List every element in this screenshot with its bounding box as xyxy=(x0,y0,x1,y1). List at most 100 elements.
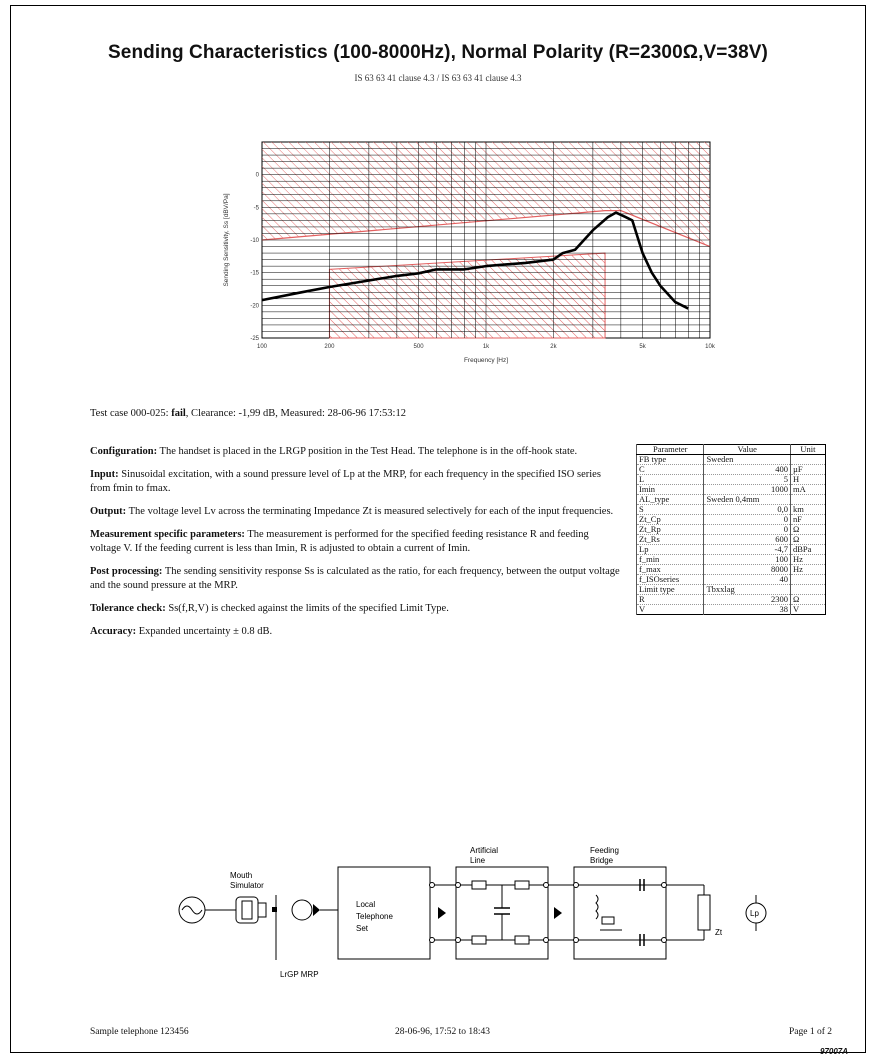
param-value: -4,7 xyxy=(703,544,791,555)
local-label-1: Local xyxy=(356,900,375,909)
param-header-unit: Unit xyxy=(789,444,826,455)
param-row: Imin 1000 mA xyxy=(635,484,826,495)
param-row: V 38 V xyxy=(635,604,826,615)
feeding-bridge-label-2: Bridge xyxy=(590,856,614,865)
param-name: S xyxy=(635,504,704,515)
param-row: R 2300 Ω xyxy=(635,594,826,605)
description-paragraph: Tolerance check: Ss(f,R,V) is checked ag… xyxy=(90,602,620,616)
param-row: FB type Sweden xyxy=(635,454,826,465)
artificial-line-label-2: Line xyxy=(470,856,486,865)
artificial-line-box xyxy=(455,866,549,960)
description-label: Input: xyxy=(90,469,119,480)
x-tick-label: 500 xyxy=(414,344,425,350)
description-text: The sending sensitivity response Ss is c… xyxy=(90,566,620,591)
x-tick-label: 1k xyxy=(483,344,490,350)
param-row: S 0,0 km xyxy=(635,504,826,515)
feeding-bridge-label-1: Feeding xyxy=(590,846,619,855)
x-tick-label: 5k xyxy=(639,344,646,350)
page-frame xyxy=(10,5,866,1053)
param-name: Zt_Rp xyxy=(635,524,704,535)
param-row: AL_type Sweden 0,4mm xyxy=(635,494,826,505)
param-value: Tbxxlag xyxy=(703,584,791,595)
param-name: R xyxy=(635,594,704,605)
local-label-2: Telephone xyxy=(356,912,393,921)
param-unit: Hz xyxy=(789,564,826,575)
param-value: 1000 xyxy=(703,484,791,495)
param-unit: nF xyxy=(789,514,826,525)
y-tick-label: -15 xyxy=(250,271,259,277)
param-row: f_ISOseries 40 xyxy=(635,574,826,585)
param-header-parameter: Parameter xyxy=(635,444,704,455)
param-value: 0 xyxy=(703,514,791,525)
param-row: Lp -4,7 dBPa xyxy=(635,544,826,555)
param-name: Limit type xyxy=(635,584,704,595)
y-tick-label: -10 xyxy=(250,238,259,244)
param-row: Limit type Tbxxlag xyxy=(635,584,826,595)
upper-limit-line xyxy=(261,210,711,248)
param-unit: km xyxy=(789,504,826,515)
x-axis-label: Frequency [Hz] xyxy=(464,357,508,364)
description-paragraph: Output: The voltage level Lv across the … xyxy=(90,505,620,519)
feeding-bridge-box xyxy=(573,866,667,960)
param-name: V xyxy=(635,604,704,615)
param-unit xyxy=(789,454,826,465)
param-value: Sweden 0,4mm xyxy=(703,494,791,505)
param-value: 0,0 xyxy=(703,504,791,515)
param-name: L xyxy=(635,474,704,485)
footer-code: 97007A xyxy=(820,1047,849,1056)
local-label-3: Set xyxy=(356,924,369,933)
description-text: Expanded uncertainty ± 0.8 dB. xyxy=(136,626,273,637)
result-status: fail xyxy=(171,408,186,419)
param-name: f_max xyxy=(635,564,704,575)
result-details: , Clearance: -1,99 dB, Measured: 28-06-9… xyxy=(185,408,406,419)
zt-label: Zt xyxy=(715,928,723,937)
plot-area: 100 200 500 1k 2k 5k 10k 0 -5 -10 -15 -20 -25 Frequen… xyxy=(223,141,716,364)
param-value: 8000 xyxy=(703,564,791,575)
description-label: Configuration: xyxy=(90,446,158,457)
param-unit: Ω xyxy=(789,524,826,535)
param-value: 5 xyxy=(703,474,791,485)
param-name: Lp xyxy=(635,544,704,555)
footer-timestamp: 28-06-96, 17:52 to 18:43 xyxy=(395,1027,490,1037)
param-name: Imin xyxy=(635,484,704,495)
sensitivity-chart: 100 200 500 1k 2k 5k 10k 0 -5 -10 -15 -20 -25 Frequen… xyxy=(223,141,716,364)
x-tick-label: 2k xyxy=(550,344,557,350)
description-paragraph: Input: Sinusoidal excitation, with a sou… xyxy=(90,468,620,496)
footer-device: Sample telephone 123456 xyxy=(90,1027,189,1037)
description-label: Post processing: xyxy=(90,566,163,577)
footer-page-number: Page 1 of 2 xyxy=(789,1027,833,1037)
mouth-label-2: Simulator xyxy=(230,881,264,890)
param-value: 400 xyxy=(703,464,791,475)
x-tick-label: 200 xyxy=(324,344,335,350)
mouth-label-1: Mouth xyxy=(230,871,252,880)
terminating-impedance-symbol xyxy=(697,894,711,931)
artificial-line-label-1: Artificial xyxy=(470,846,498,855)
measurement-circuit-diagram: Mouth Simulator LrGP MRP Local Telephone… xyxy=(178,846,767,979)
description-text: The handset is placed in the LRGP positi… xyxy=(157,446,578,457)
param-value: 600 xyxy=(703,534,791,545)
x-tick-label: 10k xyxy=(705,344,716,350)
param-value: Sweden xyxy=(703,454,791,465)
sine-wave-icon xyxy=(181,905,203,915)
param-unit: Ω xyxy=(789,534,826,545)
param-unit xyxy=(789,494,826,505)
param-header-value: Value xyxy=(703,444,791,455)
param-row: Zt_Cp 0 nF xyxy=(635,514,826,525)
description-text: Ss(f,R,V) is checked against the limits … xyxy=(165,603,449,614)
description-paragraph: Measurement specific parameters: The mea… xyxy=(90,528,620,556)
param-row: C 400 µF xyxy=(635,464,826,475)
param-value: 38 xyxy=(703,604,791,615)
y-axis-label: Sending Sensitivity, Ss [dBV/Pa] xyxy=(223,193,230,286)
param-row: f_min 100 Hz xyxy=(635,554,826,565)
param-name: C xyxy=(635,464,704,475)
test-result-line: Test case 000-025: fail, Clearance: -1,9… xyxy=(90,408,406,419)
param-name: f_ISOseries xyxy=(635,574,704,585)
y-tick-label: -25 xyxy=(250,336,259,342)
description-text: The voltage level Lv across the terminat… xyxy=(126,506,614,517)
lrgp-mrp-label: LrGP MRP xyxy=(280,970,319,979)
x-tick-label: 100 xyxy=(257,344,268,350)
param-row: f_max 8000 Hz xyxy=(635,564,826,575)
param-unit: Ω xyxy=(789,594,826,605)
page-subtitle: IS 63 63 41 clause 4.3 / IS 63 63 41 cla… xyxy=(354,73,522,83)
param-name: Zt_Cp xyxy=(635,514,704,525)
